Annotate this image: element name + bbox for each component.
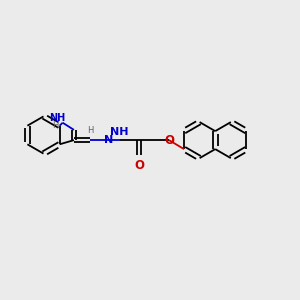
Text: NH: NH — [110, 127, 129, 136]
Text: O: O — [164, 134, 174, 147]
Text: N: N — [103, 135, 113, 145]
Text: H: H — [52, 121, 59, 130]
Text: H: H — [87, 126, 93, 135]
Text: O: O — [134, 159, 144, 172]
Text: NH: NH — [49, 113, 65, 123]
